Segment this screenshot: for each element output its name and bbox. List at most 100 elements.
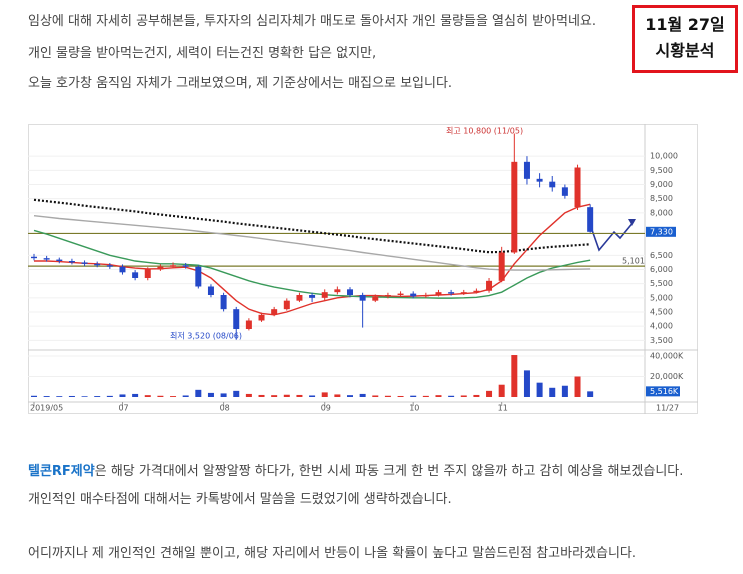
candle-body	[170, 265, 177, 267]
high-note: 최고 10,800 (11/05)	[446, 126, 523, 136]
volume-tag: 5,516K	[650, 387, 679, 396]
volume-bar	[309, 395, 316, 397]
candle-body	[132, 272, 139, 278]
candle-body	[536, 178, 543, 182]
volume-bar	[372, 395, 379, 397]
volume-bar	[182, 395, 189, 397]
candle-body	[56, 259, 63, 261]
candle-body	[43, 258, 50, 260]
volume-bar	[486, 390, 493, 397]
volume-bar	[81, 396, 88, 397]
candle-body	[207, 286, 214, 295]
x-tick-label: 2019/05	[30, 404, 63, 413]
stock-chart: 3,500 4,000 4,500 5,000 5,500 6,000 6,500 8,000…	[28, 124, 698, 414]
intro-line: 임상에 대해 자세히 공부해본들, 투자자의 심리자체가 매도로 돌아서자 개인…	[28, 14, 597, 29]
y-tick-label: 10,000	[650, 152, 678, 161]
volume-bar	[498, 384, 505, 397]
candle-body	[448, 292, 455, 294]
volume-bar	[106, 395, 113, 397]
volume-bar	[94, 396, 101, 397]
candle-body	[182, 265, 189, 267]
candle-body	[422, 295, 429, 297]
volume-bar	[144, 395, 151, 397]
y-tick-label: 9,000	[650, 180, 673, 189]
volume-bar	[43, 396, 50, 397]
volume-bar	[245, 393, 252, 397]
volume-bar	[56, 396, 63, 397]
candle-body	[511, 161, 518, 253]
candle-body	[233, 309, 240, 329]
candle-body	[384, 295, 391, 297]
candle-body	[245, 320, 252, 329]
candle-body	[220, 295, 227, 310]
moving-average	[34, 203, 591, 316]
volume-bar	[410, 395, 417, 397]
v-tick-label: 40,000K	[650, 352, 684, 361]
candle-body	[473, 290, 480, 293]
y-tick-label: 3,500	[650, 336, 673, 345]
candle-body	[359, 295, 366, 301]
company-name: 텔콘RF제약	[28, 464, 95, 479]
price-tag: 7,330	[650, 227, 673, 236]
candle-body	[397, 293, 404, 295]
low-note: 최저 3,520 (08/06)	[170, 331, 242, 341]
candle-body	[587, 207, 594, 232]
y-tick-label: 5,000	[650, 293, 673, 302]
moving-average	[33, 198, 591, 254]
volume-bar	[435, 395, 442, 397]
candle-body	[195, 266, 202, 287]
forecast-arrow	[591, 220, 635, 252]
candle-body	[460, 292, 467, 294]
volume-tag-bg	[646, 386, 680, 397]
volume-bar	[132, 393, 139, 397]
candle-body	[94, 263, 101, 266]
volume-bar	[220, 393, 227, 397]
candle-body	[271, 309, 278, 315]
volume-bar	[258, 394, 265, 397]
volume-bar	[511, 355, 518, 397]
volume-bar	[271, 395, 278, 397]
volume-bar	[448, 395, 455, 397]
outro-paragraph: 텔콘RF제약은 해당 가격대에서 알짱알짱 하다가, 한번 시세 파동 크게 한…	[28, 458, 696, 568]
intro-line: 개인 물량을 받아먹는건지, 세력이 터는건진 명확한 답은 없지만,	[28, 46, 377, 61]
candle-body	[144, 269, 151, 278]
intro-line: 오늘 호가창 움직임 자체가 그래보였으며, 제 기준상에서는 매집으로 보입니…	[28, 76, 453, 91]
tag-date: 11월 27일	[645, 15, 725, 34]
volume-bar	[460, 395, 467, 397]
x-tick-label: 10	[409, 404, 419, 413]
volume-bar	[31, 395, 37, 397]
candle-body	[68, 261, 75, 263]
volume-bar	[473, 394, 480, 397]
x-tick-label: 09	[321, 404, 331, 413]
candle-body	[347, 289, 353, 295]
candle-body	[486, 280, 493, 291]
volume-bar	[233, 390, 240, 397]
candle-body	[435, 292, 442, 295]
y-tick-label: 4,500	[650, 308, 673, 317]
disclaimer: 어디까지나 제 개인적인 견해일 뿐이고, 해당 자리에서 반등이 나올 확률이…	[28, 546, 637, 561]
candle-body	[561, 187, 568, 196]
volume-bar	[359, 393, 366, 397]
candle-body	[321, 292, 328, 298]
y-tick-label: 6,500	[650, 251, 673, 260]
candle-body	[106, 265, 113, 267]
volume-bar	[296, 394, 303, 397]
y-tick-label: 8,000	[650, 208, 673, 217]
x-tick-label: 08	[220, 404, 230, 413]
date-label: 11/27	[656, 404, 679, 413]
moving-average	[33, 214, 591, 271]
volume-bar	[68, 395, 75, 397]
candle-body	[309, 295, 316, 298]
volume-bar	[119, 394, 126, 397]
y-tick-label: 8,500	[650, 194, 673, 203]
candle-body	[258, 314, 265, 321]
candle-body	[81, 262, 88, 264]
volume-bar	[574, 376, 581, 397]
x-tick-label: 11	[498, 404, 508, 413]
candle-body	[119, 266, 126, 273]
candle-body	[523, 161, 530, 179]
x-tick-label: 07	[118, 404, 128, 413]
price-tag-bg	[646, 226, 676, 237]
candle-body	[157, 266, 164, 270]
